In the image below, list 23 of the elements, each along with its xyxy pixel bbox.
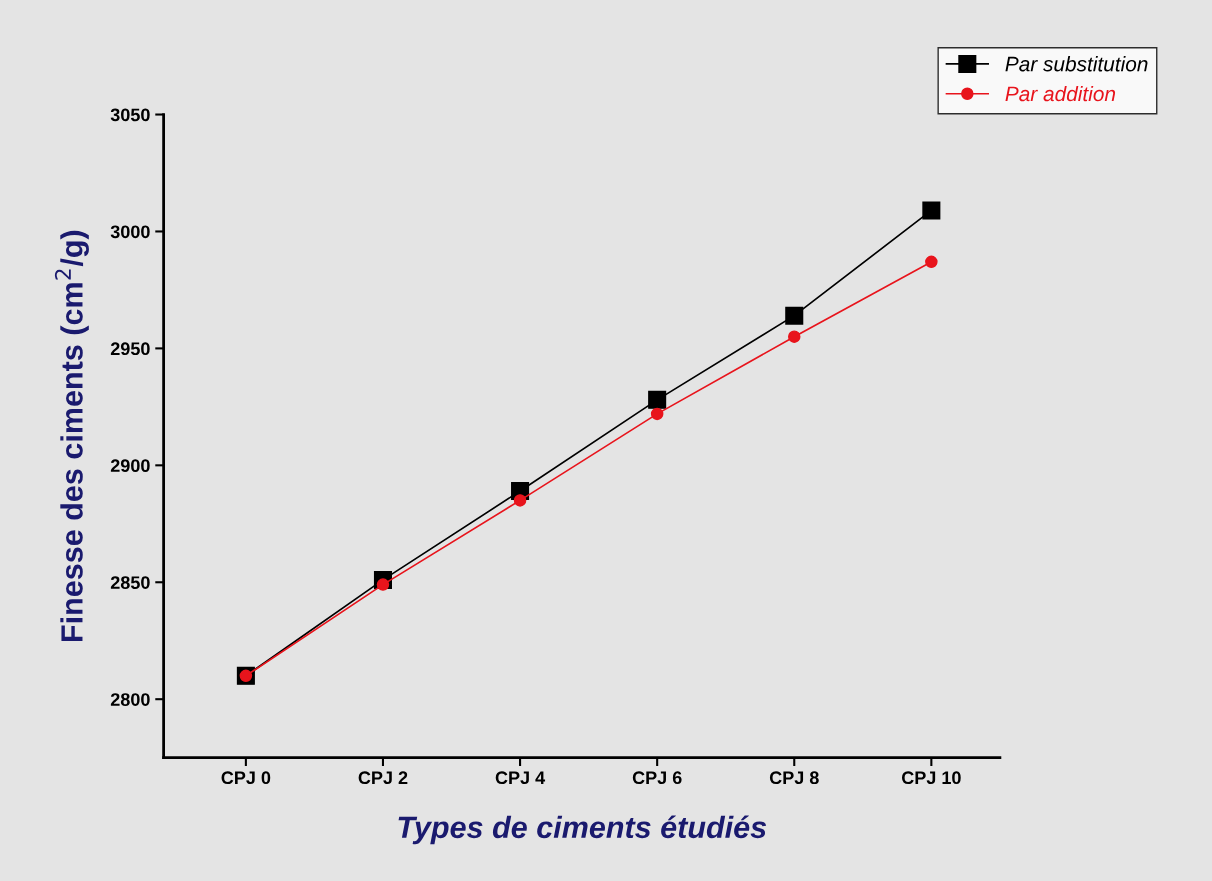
point: [785, 306, 804, 325]
x-tick-label: CPJ 0: [221, 771, 271, 785]
point: [788, 330, 801, 343]
y-axis-title: Finesse des ciments (cm$^{2}$/g): [54, 230, 89, 642]
point: [925, 255, 938, 269]
y-tick-label: 2850: [110, 576, 150, 589]
point: [648, 390, 667, 409]
y-tick-label: 2950: [110, 342, 150, 356]
y-tick-label: 2800: [110, 693, 150, 706]
y-tick-label: 2900: [110, 459, 150, 473]
point: [650, 407, 664, 421]
point: [922, 201, 941, 220]
y-tick-label: 3050: [110, 108, 150, 122]
x-tick-label: CPJ 4: [495, 771, 546, 785]
x-tick-label: CPJ 2: [358, 771, 408, 785]
x-tick-label: CPJ 10: [901, 771, 961, 785]
legend-label: Par addition: [1005, 85, 1116, 102]
x-axis-title: Types de ciments étudiés: [398, 815, 767, 845]
x-tick-label: CPJ 6: [632, 771, 682, 785]
legend-label: Par substitution: [1005, 56, 1148, 72]
point: [513, 494, 527, 507]
y-tick-label: 3000: [110, 225, 150, 239]
x-tick-label: CPJ 8: [769, 771, 819, 785]
